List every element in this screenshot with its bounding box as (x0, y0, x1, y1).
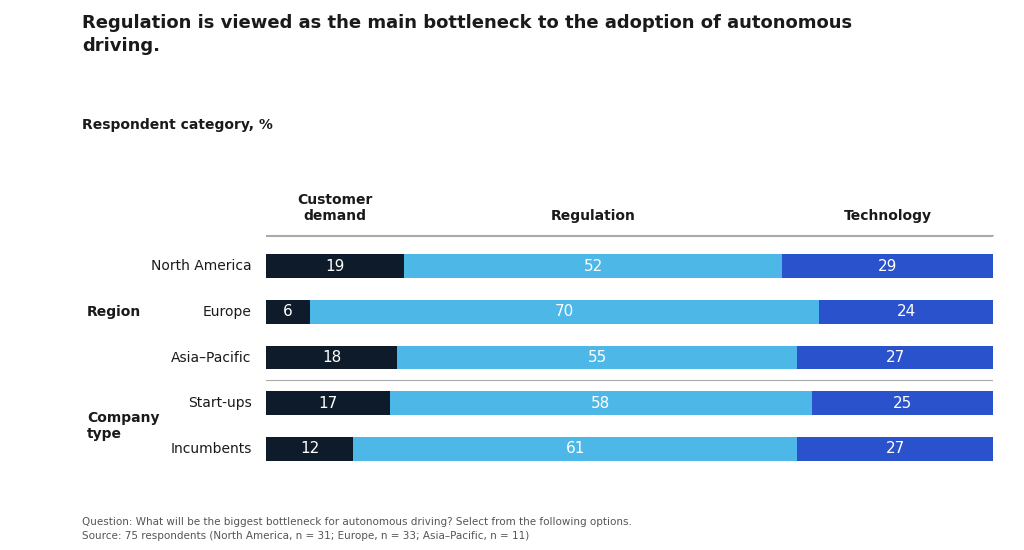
Text: Asia–Pacific: Asia–Pacific (171, 350, 252, 365)
Text: 12: 12 (300, 441, 319, 456)
Text: 25: 25 (893, 395, 912, 411)
Text: 58: 58 (591, 395, 610, 411)
Text: Incumbents: Incumbents (170, 442, 252, 456)
Bar (797, 345, 993, 370)
Text: 6: 6 (284, 304, 293, 320)
Text: Question: What will be the biggest bottleneck for autonomous driving? Select fro: Question: What will be the biggest bottl… (82, 517, 632, 527)
Text: 27: 27 (886, 441, 905, 456)
Bar (266, 300, 310, 324)
Text: 52: 52 (584, 258, 603, 274)
Text: Respondent category, %: Respondent category, % (82, 118, 272, 132)
Bar (353, 437, 797, 461)
Text: Region: Region (87, 305, 141, 319)
Text: 17: 17 (318, 395, 338, 411)
Bar (819, 300, 993, 324)
Bar (797, 437, 993, 461)
Text: 70: 70 (555, 304, 573, 320)
Bar (390, 391, 811, 415)
Bar (310, 300, 819, 324)
Text: 29: 29 (879, 258, 898, 274)
Text: 55: 55 (588, 350, 606, 365)
Text: Source: 75 respondents (North America, n = 31; Europe, n = 33; Asia–Pacific, n =: Source: 75 respondents (North America, n… (82, 531, 529, 541)
Text: Company
type: Company type (87, 411, 160, 441)
Text: 24: 24 (896, 304, 915, 320)
Text: 18: 18 (323, 350, 341, 365)
Text: North America: North America (152, 259, 252, 273)
Bar (397, 345, 797, 370)
Text: Europe: Europe (203, 305, 252, 319)
Bar (266, 345, 397, 370)
Text: Customer
demand: Customer demand (298, 192, 373, 223)
Bar (782, 254, 993, 278)
Bar (811, 391, 993, 415)
Text: Start-ups: Start-ups (188, 396, 252, 410)
Bar (266, 437, 353, 461)
Text: 61: 61 (565, 441, 585, 456)
Text: Technology: Technology (844, 209, 932, 223)
Text: 19: 19 (326, 258, 345, 274)
Text: Regulation: Regulation (551, 209, 636, 223)
Text: 27: 27 (886, 350, 905, 365)
Bar (404, 254, 782, 278)
Bar (266, 391, 390, 415)
Text: Regulation is viewed as the main bottleneck to the adoption of autonomous
drivin: Regulation is viewed as the main bottlen… (82, 14, 852, 54)
Bar (266, 254, 404, 278)
